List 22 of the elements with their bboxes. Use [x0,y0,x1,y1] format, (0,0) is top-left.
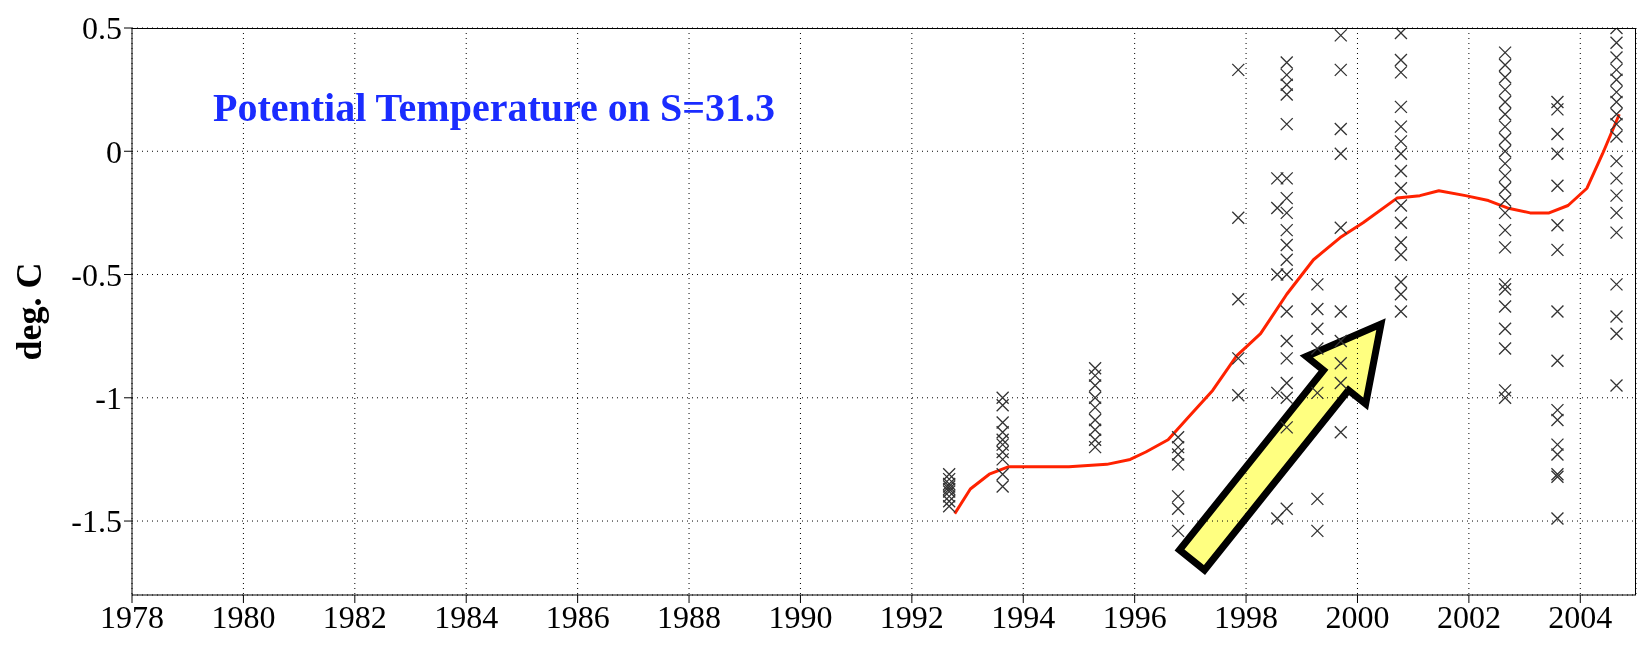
x-tick-label: 1994 [991,598,1056,635]
y-tick-label: 0.5 [82,10,122,47]
x-tick-label: 2002 [1436,598,1501,635]
line-series [953,112,1621,516]
x-tick-label: 1984 [434,598,499,635]
y-tick-label: -1.5 [71,503,122,540]
y-tick-label: 0 [106,133,122,170]
text: Potential Temperature on S=31.3 [213,84,776,131]
x-tick-label: 1992 [879,598,944,635]
x-tick-label: 1996 [1102,598,1167,635]
x-tick-label: 1990 [768,598,833,635]
x-tick-label: 2004 [1548,598,1613,635]
x-tick-label: 1988 [657,598,722,635]
x-tick-label: 1998 [1214,598,1279,635]
y-tick-label: -0.5 [71,256,122,293]
y-tick-label: -1 [95,380,122,417]
y-axis-title: deg. C [8,262,49,361]
x-tick-label: 1982 [322,598,387,635]
x-tick-label: 2000 [1325,598,1390,635]
x-tick-label: 1980 [211,598,276,635]
x-tick-label: 1986 [545,598,610,635]
x-tick-label: 1978 [100,598,164,635]
